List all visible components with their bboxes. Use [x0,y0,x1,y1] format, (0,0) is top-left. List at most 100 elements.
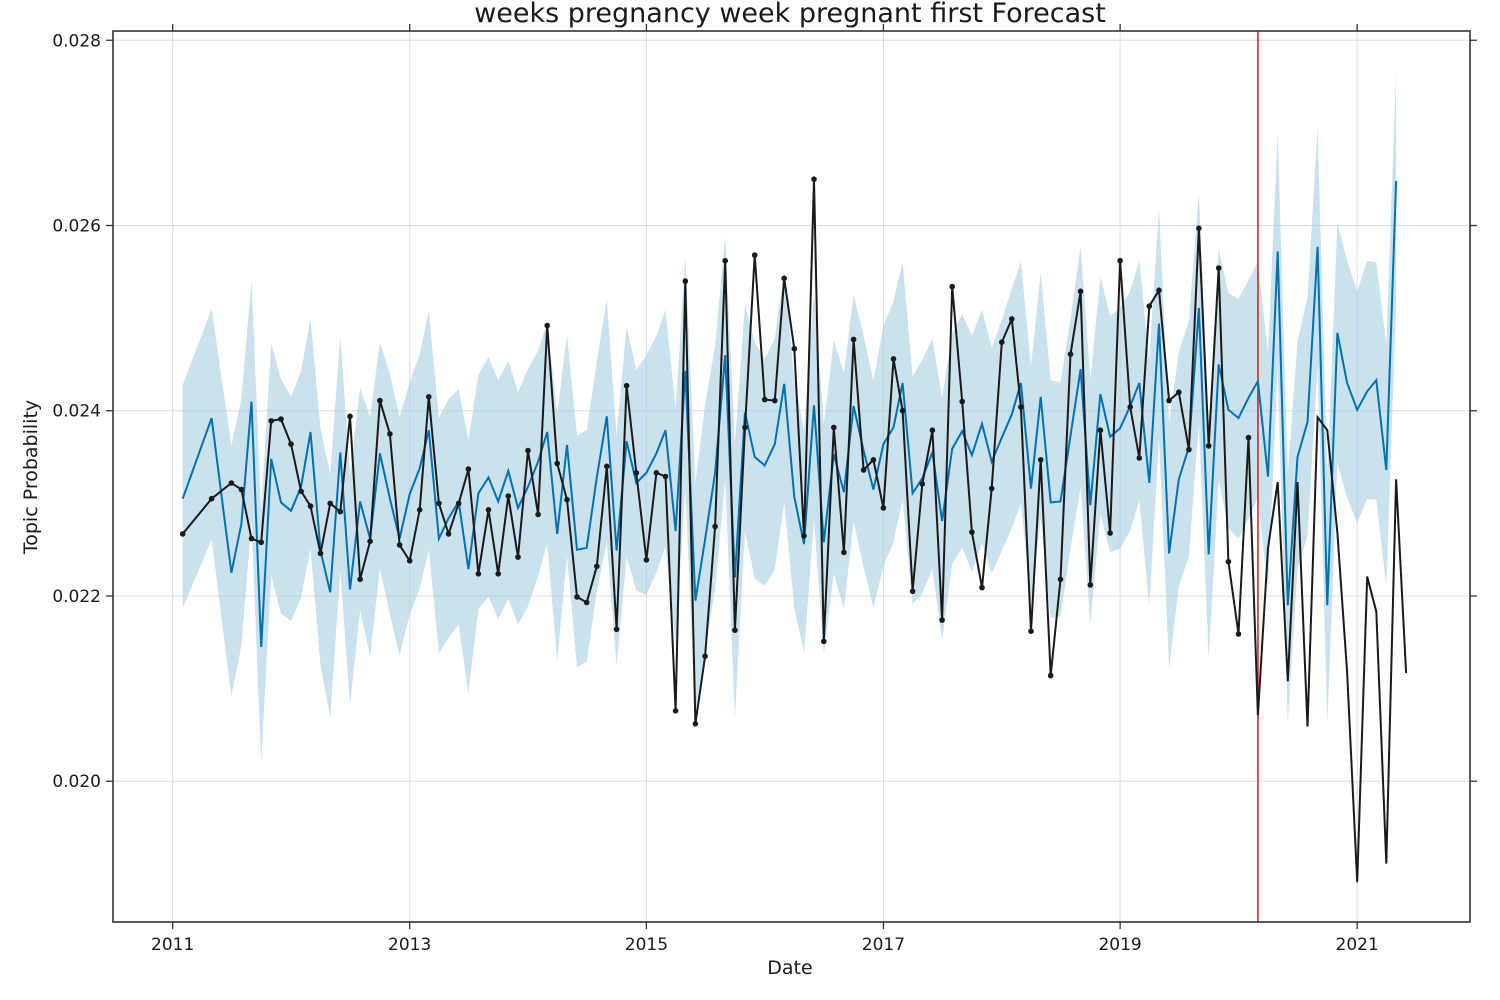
observed-point [436,500,442,507]
observed-point [959,398,965,405]
plot-frame [112,30,1471,923]
y-tick-label: 0.020 [52,772,101,792]
observed-point [505,493,512,499]
axis-ticks: 2011 2013 2015 2017 2019 2021 0.020 0.022 0.024 0… [52,24,1477,955]
observed-point [1235,631,1242,637]
observed-point [544,322,550,329]
observed-point [1047,672,1054,679]
observed-point [327,500,334,507]
observed-point [387,431,393,437]
observed-point [238,486,245,493]
observed-point [890,356,897,362]
observed-point [662,473,669,480]
observed-point [307,503,314,509]
observed-point [1186,446,1192,453]
observed-point [1166,397,1172,404]
observed-point [248,535,255,542]
observed-point [623,382,630,389]
x-tick-label: 2019 [1098,935,1141,955]
uncertainty-interval-band [182,70,1397,764]
observed-point [495,571,502,577]
observed-point [781,275,787,282]
observed-point [860,467,867,473]
y-tick-label: 0.026 [52,217,101,237]
observed-point [594,563,600,570]
observed-point [870,457,877,463]
observed-point [919,481,926,487]
observed-point [298,488,304,495]
observed-point [791,345,798,352]
observed-point [179,531,186,537]
observed-point [722,257,728,264]
x-tick-label: 2013 [388,935,431,955]
observed-point [988,485,995,492]
observed-point [416,507,423,513]
observed-point [455,500,462,507]
observed-point [288,441,294,447]
observed-point [1018,404,1024,410]
y-axis-title: Topic Probability [20,400,42,555]
observed-point [564,496,570,503]
observed-point [899,407,906,414]
observed-point [613,626,620,633]
observed-point [682,278,689,284]
observed-point [515,554,521,560]
y-tick-label: 0.022 [52,587,101,607]
observed-points [179,176,1252,727]
observed-point [1136,455,1143,461]
observed-point [1117,257,1123,264]
observed-point [228,480,235,486]
x-tick-label: 2017 [862,935,905,955]
observed-point [1107,530,1113,536]
observed-point [317,550,324,557]
observed-point [712,523,718,530]
observed-point [208,495,215,502]
observed-point [939,617,945,623]
y-tick-label: 0.028 [52,31,101,51]
observed-line [181,179,1250,724]
observed-point [801,533,807,539]
x-tick-label: 2011 [151,935,194,955]
observed-point [841,549,847,556]
observed-point [347,413,353,420]
observed-point [732,627,738,633]
observed-point [653,470,660,476]
observed-point [880,505,887,511]
observed-point [268,418,275,424]
observed-point [1146,303,1153,309]
observed-point [406,558,413,564]
observed-point [821,638,827,645]
observed-point [643,557,650,563]
observed-point [692,721,699,727]
observed-after-cutoff-line [1247,414,1408,883]
observed-point [979,584,985,591]
observed-point [1097,427,1104,434]
observed-point [1077,288,1084,295]
observed-point [1225,558,1232,565]
observed-point [1196,225,1202,232]
observed-point [1245,434,1252,441]
observed-point [850,336,857,343]
forecast-line [181,180,1398,647]
observed-point [702,653,708,659]
observed-point [396,542,403,548]
observed-point [367,538,373,545]
observed-point [949,283,955,290]
observed-point [535,511,541,518]
observed-point [465,466,472,472]
observed-point [426,394,432,400]
observed-point [929,427,936,434]
observed-point [485,507,492,513]
observed-point [751,252,758,258]
observed-point [258,539,265,546]
observed-point [445,531,452,537]
observed-point [999,339,1005,346]
x-axis-title: Date [767,957,812,979]
chart-title: weeks pregnancy week pregnant first Fore… [474,0,1106,29]
observed-point [357,576,363,583]
observed-point [1028,628,1034,634]
y-tick-label: 0.024 [52,402,101,422]
observed-point [969,529,975,535]
